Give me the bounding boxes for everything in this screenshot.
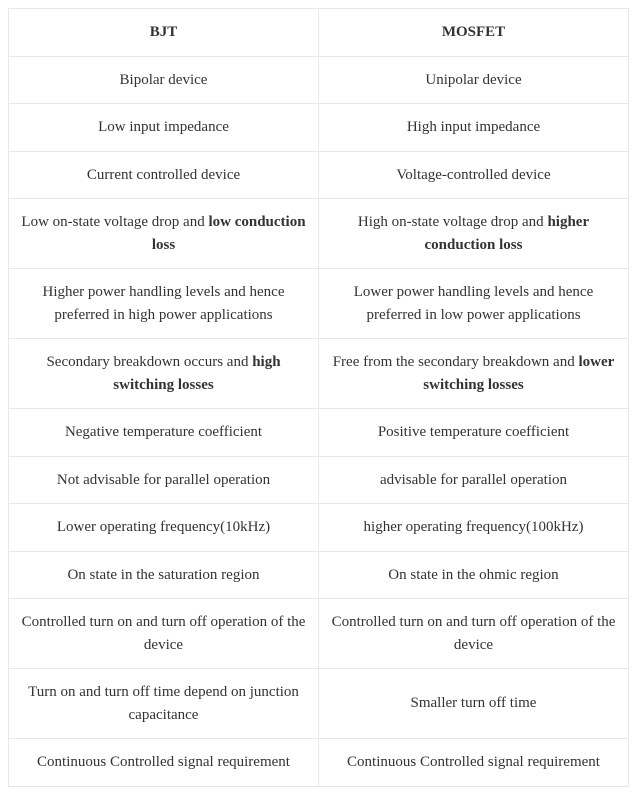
cell-mosfet: On state in the ohmic region [319, 551, 629, 599]
table-row: Low input impedance High input impedance [9, 104, 629, 152]
comparison-table: BJT MOSFET Bipolar device Unipolar devic… [8, 8, 629, 787]
cell-mosfet: advisable for parallel operation [319, 456, 629, 504]
cell-mosfet: higher operating frequency(100kHz) [319, 504, 629, 552]
cell-mosfet: Positive temperature coefficient [319, 409, 629, 457]
cell-text: High on-state voltage drop and [358, 214, 548, 230]
cell-bjt: Turn on and turn off time depend on junc… [9, 669, 319, 739]
table-row: Negative temperature coefficient Positiv… [9, 409, 629, 457]
table-row: Not advisable for parallel operation adv… [9, 456, 629, 504]
col-header-mosfet: MOSFET [319, 9, 629, 57]
cell-bjt: Current controlled device [9, 151, 319, 199]
table-row: Secondary breakdown occurs and high swit… [9, 339, 629, 409]
cell-mosfet: Voltage-controlled device [319, 151, 629, 199]
cell-bjt: Continuous Controlled signal requirement [9, 739, 319, 787]
cell-mosfet: Continuous Controlled signal requirement [319, 739, 629, 787]
table-row: Current controlled device Voltage-contro… [9, 151, 629, 199]
table-row: Low on-state voltage drop and low conduc… [9, 199, 629, 269]
cell-mosfet: Free from the secondary breakdown and lo… [319, 339, 629, 409]
cell-mosfet: Unipolar device [319, 56, 629, 104]
table-row: Bipolar device Unipolar device [9, 56, 629, 104]
cell-bjt: Low on-state voltage drop and low conduc… [9, 199, 319, 269]
cell-bjt: Higher power handling levels and hence p… [9, 269, 319, 339]
table-row: Continuous Controlled signal requirement… [9, 739, 629, 787]
cell-bjt: Lower operating frequency(10kHz) [9, 504, 319, 552]
cell-bjt: Negative temperature coefficient [9, 409, 319, 457]
table-row: Higher power handling levels and hence p… [9, 269, 629, 339]
table-row: On state in the saturation region On sta… [9, 551, 629, 599]
cell-mosfet: Lower power handling levels and hence pr… [319, 269, 629, 339]
table-row: Lower operating frequency(10kHz) higher … [9, 504, 629, 552]
cell-bjt: Bipolar device [9, 56, 319, 104]
cell-text: Secondary breakdown occurs and [46, 354, 252, 370]
table-header-row: BJT MOSFET [9, 9, 629, 57]
table-row: Controlled turn on and turn off operatio… [9, 599, 629, 669]
cell-mosfet: Controlled turn on and turn off operatio… [319, 599, 629, 669]
col-header-bjt: BJT [9, 9, 319, 57]
cell-text: Free from the secondary breakdown and [333, 354, 579, 370]
cell-mosfet: High input impedance [319, 104, 629, 152]
cell-mosfet: High on-state voltage drop and higher co… [319, 199, 629, 269]
cell-bjt: Controlled turn on and turn off operatio… [9, 599, 319, 669]
cell-bjt: On state in the saturation region [9, 551, 319, 599]
cell-bjt: Not advisable for parallel operation [9, 456, 319, 504]
cell-bjt: Low input impedance [9, 104, 319, 152]
cell-mosfet: Smaller turn off time [319, 669, 629, 739]
cell-text: Low on-state voltage drop and [21, 214, 208, 230]
cell-bjt: Secondary breakdown occurs and high swit… [9, 339, 319, 409]
table-row: Turn on and turn off time depend on junc… [9, 669, 629, 739]
